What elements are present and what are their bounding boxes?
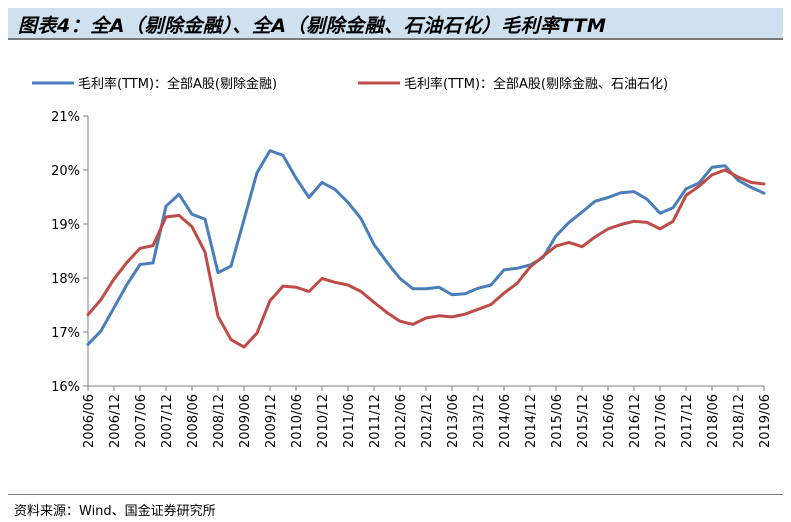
x-tick-label: 2014/12 bbox=[524, 394, 539, 448]
x-tick-label: 2011/12 bbox=[368, 394, 383, 448]
legend: 毛利率(TTM)：全部A股(剔除金融) 毛利率(TTM)：全部A股(剔除金融、石… bbox=[32, 76, 668, 92]
x-tick-label: 2019/06 bbox=[758, 394, 773, 448]
x-tick-label: 2007/12 bbox=[160, 394, 175, 448]
chart-title: 图表4：全A（剔除金融）、全A（剔除金融、石油石化）毛利率TTM bbox=[18, 15, 607, 37]
y-tick-label: 17% bbox=[51, 326, 80, 341]
x-tick-label: 2017/12 bbox=[680, 394, 695, 448]
source-divider bbox=[8, 494, 783, 495]
title-bar: 图表4：全A（剔除金融）、全A（剔除金融、石油石化）毛利率TTM bbox=[8, 8, 783, 40]
x-tick-label: 2012/12 bbox=[420, 394, 435, 448]
x-tick-label: 2015/06 bbox=[550, 394, 565, 448]
x-tick-label: 2018/12 bbox=[732, 394, 747, 448]
y-tick-label: 19% bbox=[51, 218, 80, 233]
x-tick-label: 2015/12 bbox=[576, 394, 591, 448]
axes: 16% 17% 18% 19% 20% 21% 2006/06 2006/12 2007/06 2… bbox=[51, 110, 773, 448]
legend-label-series-1: 毛利率(TTM)：全部A股(剔除金融) bbox=[78, 76, 277, 92]
x-tick-label: 2006/12 bbox=[108, 394, 123, 448]
x-tick-label: 2006/06 bbox=[82, 394, 97, 448]
x-tick-label: 2008/06 bbox=[186, 394, 201, 448]
x-tick-label: 2011/06 bbox=[342, 394, 357, 448]
y-tick-label: 18% bbox=[51, 272, 80, 287]
x-tick-label: 2016/06 bbox=[602, 394, 617, 448]
series-line-1 bbox=[86, 149, 766, 346]
x-tick-label: 2016/12 bbox=[628, 394, 643, 448]
x-tick-label: 2012/06 bbox=[394, 394, 409, 448]
x-tick-label: 2007/06 bbox=[134, 394, 149, 448]
source-note: 资料来源：Wind、国金证券研究所 bbox=[14, 504, 216, 519]
x-tick-label: 2008/12 bbox=[212, 394, 227, 448]
y-tick-label: 21% bbox=[51, 110, 80, 125]
x-tick-label: 2017/06 bbox=[654, 394, 669, 448]
y-tick-label: 20% bbox=[51, 164, 80, 179]
x-tick-label: 2009/12 bbox=[264, 394, 279, 448]
x-tick-label: 2013/12 bbox=[472, 394, 487, 448]
x-tick-label: 2010/06 bbox=[290, 394, 305, 448]
x-tick-label: 2014/06 bbox=[498, 394, 513, 448]
x-tick-label: 2018/06 bbox=[706, 394, 721, 448]
y-tick-label: 16% bbox=[51, 380, 80, 395]
series-line-2 bbox=[86, 168, 766, 349]
x-tick-label: 2009/06 bbox=[238, 394, 253, 448]
legend-label-series-2: 毛利率(TTM)：全部A股(剔除金融、石油石化) bbox=[404, 76, 668, 92]
series-lines bbox=[86, 149, 766, 349]
x-tick-label: 2013/06 bbox=[446, 394, 461, 448]
x-tick-label: 2010/12 bbox=[316, 394, 331, 448]
